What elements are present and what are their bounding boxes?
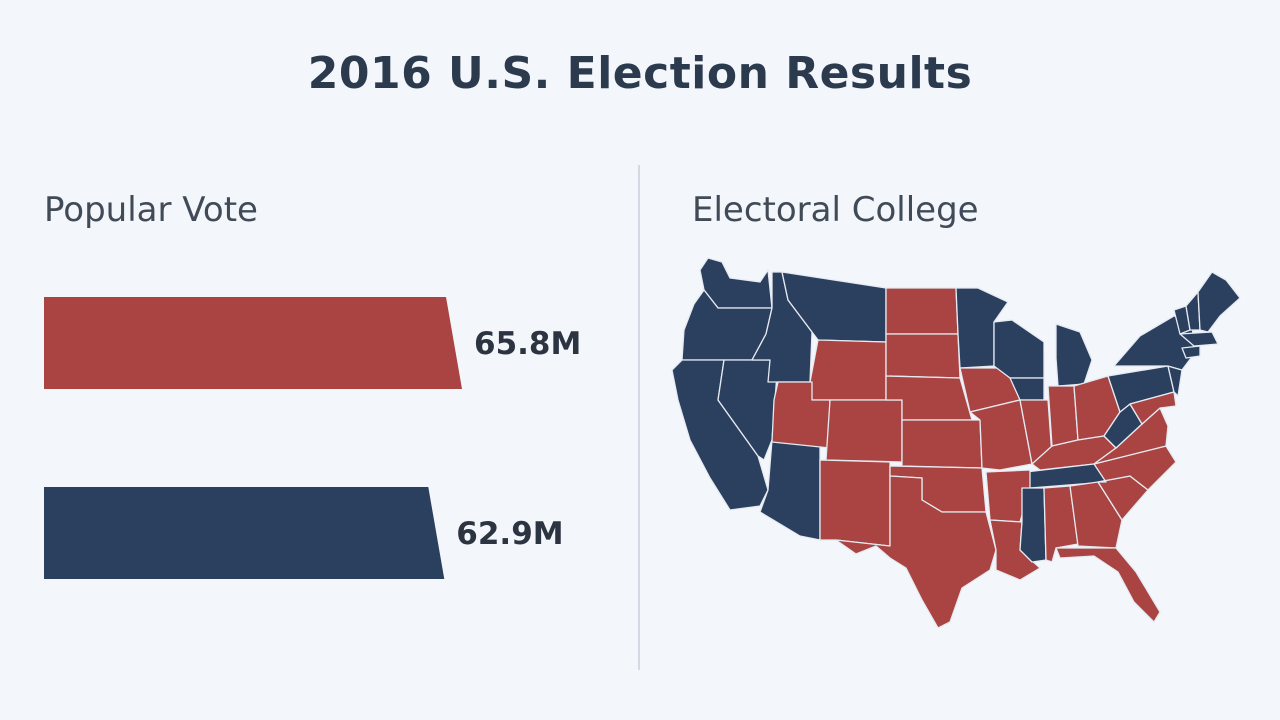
state-washington — [699, 257, 773, 309]
state-maryland — [1129, 391, 1177, 425]
state-maine — [1197, 271, 1241, 333]
popular-vote-label: Popular Vote — [44, 190, 258, 230]
section-divider — [638, 165, 640, 670]
state-north-carolina — [1093, 445, 1177, 491]
state-arizona — [759, 439, 821, 541]
state-north-dakota — [885, 287, 959, 335]
electoral-college-label: Electoral College — [692, 190, 979, 230]
state-mississippi — [1019, 487, 1047, 563]
state-connecticut — [1181, 345, 1201, 359]
state-new-mexico — [819, 459, 891, 547]
lake-superior — [1008, 294, 1064, 314]
popular-vote-value-2: 62.9M — [456, 516, 563, 552]
popular-vote-bar-2 — [44, 487, 445, 579]
state-wisconsin — [993, 319, 1045, 379]
page-title: 2016 U.S. Election Results — [307, 48, 973, 99]
lake-michigan — [1044, 338, 1054, 378]
state-wyoming — [809, 339, 887, 401]
popular-vote-chart: 65.8M 62.9M — [44, 297, 581, 579]
state-georgia — [1069, 481, 1123, 549]
state-indiana — [1047, 385, 1079, 447]
state-kansas — [901, 419, 983, 469]
state-michigan — [1055, 323, 1093, 387]
state-south-dakota — [885, 333, 961, 379]
state-texas — [835, 475, 997, 629]
popular-vote-bar-1 — [44, 297, 462, 389]
state-florida — [1055, 547, 1161, 623]
state-massachusetts — [1179, 331, 1219, 347]
popular-vote-value-1: 65.8M — [474, 326, 581, 362]
state-colorado — [825, 399, 903, 463]
electoral-college-map — [671, 257, 1241, 629]
